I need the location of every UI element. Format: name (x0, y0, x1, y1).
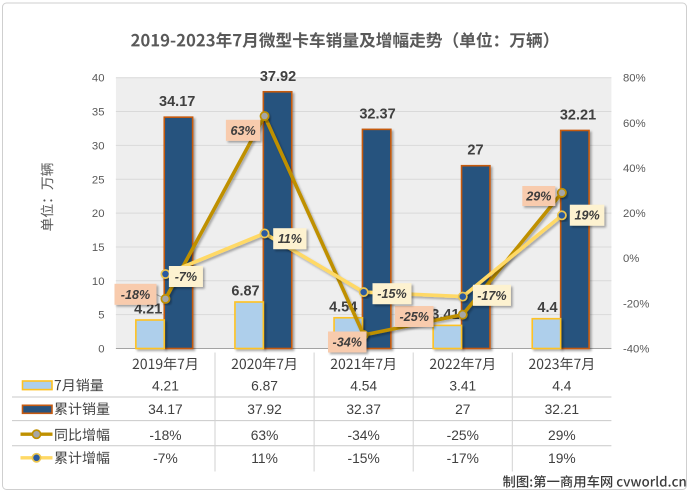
svg-text:-7%: -7% (153, 451, 178, 466)
svg-text:4.21: 4.21 (134, 302, 162, 318)
svg-text:40: 40 (92, 73, 105, 85)
svg-text:5: 5 (98, 310, 104, 322)
svg-text:15: 15 (92, 242, 105, 254)
svg-text:4.4: 4.4 (537, 300, 557, 316)
svg-text:4.21: 4.21 (152, 378, 179, 393)
svg-text:63%: 63% (230, 124, 255, 138)
svg-text:11%: 11% (251, 451, 278, 466)
svg-text:19%: 19% (574, 209, 599, 223)
svg-text:11%: 11% (278, 232, 302, 246)
svg-text:60%: 60% (623, 118, 646, 130)
svg-text:-25%: -25% (400, 310, 429, 324)
svg-text:3.41: 3.41 (449, 378, 476, 393)
svg-text:32.37: 32.37 (359, 106, 395, 122)
svg-text:-17%: -17% (447, 451, 479, 466)
svg-text:27: 27 (455, 402, 470, 417)
svg-text:-18%: -18% (121, 288, 150, 302)
svg-text:34.17: 34.17 (148, 402, 183, 417)
svg-text:20%: 20% (623, 208, 646, 220)
svg-text:34.17: 34.17 (159, 94, 195, 110)
svg-text:-20%: -20% (623, 298, 649, 310)
svg-text:-25%: -25% (447, 428, 479, 443)
svg-text:-18%: -18% (149, 428, 181, 443)
svg-text:0: 0 (98, 344, 104, 356)
svg-text:-15%: -15% (377, 287, 406, 301)
svg-text:-40%: -40% (623, 344, 649, 356)
svg-text:35: 35 (92, 107, 105, 119)
svg-text:63%: 63% (251, 428, 279, 443)
svg-text:10: 10 (92, 276, 105, 288)
svg-text:-17%: -17% (477, 289, 506, 303)
svg-text:37.92: 37.92 (260, 69, 296, 85)
svg-text:27: 27 (467, 143, 483, 159)
svg-text:4.54: 4.54 (350, 378, 377, 393)
svg-text:40%: 40% (623, 163, 646, 175)
svg-text:32.37: 32.37 (346, 402, 381, 417)
svg-text:30: 30 (92, 140, 105, 152)
svg-text:6.87: 6.87 (231, 283, 259, 299)
svg-text:-7%: -7% (175, 270, 197, 284)
svg-text:20: 20 (92, 208, 105, 220)
svg-text:0%: 0% (623, 253, 639, 265)
svg-text:29%: 29% (548, 428, 576, 443)
svg-text:80%: 80% (623, 73, 646, 85)
svg-text:37.92: 37.92 (247, 402, 282, 417)
svg-text:19%: 19% (548, 451, 576, 466)
svg-text:29%: 29% (525, 190, 551, 204)
svg-text:-34%: -34% (333, 336, 362, 350)
svg-text:32.21: 32.21 (560, 107, 596, 123)
svg-text:4.4: 4.4 (552, 378, 572, 393)
svg-text:25: 25 (92, 174, 105, 186)
svg-text:6.87: 6.87 (251, 378, 278, 393)
svg-text:32.21: 32.21 (545, 402, 580, 417)
svg-text:-15%: -15% (348, 451, 380, 466)
svg-text:-34%: -34% (348, 428, 380, 443)
